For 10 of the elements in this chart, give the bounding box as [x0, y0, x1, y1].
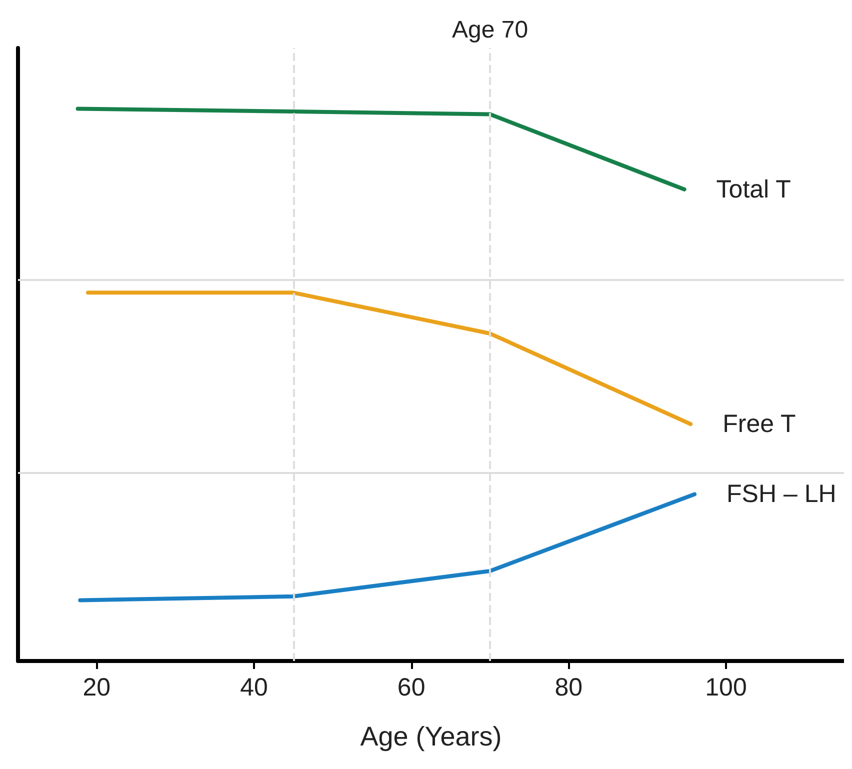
ref-line-label: Age 70 — [452, 16, 528, 44]
x-tick-label: 100 — [705, 674, 747, 702]
series-label: FSH – LH — [726, 480, 836, 508]
x-axis-title: Age (Years) — [360, 722, 502, 752]
series-label: Free T — [722, 410, 796, 438]
x-tick-label: 60 — [397, 674, 426, 702]
x-tick-label: 20 — [82, 674, 111, 702]
x-tick-label: 80 — [554, 674, 583, 702]
series-label: Total T — [716, 175, 791, 204]
x-tick-label: 40 — [240, 674, 268, 702]
